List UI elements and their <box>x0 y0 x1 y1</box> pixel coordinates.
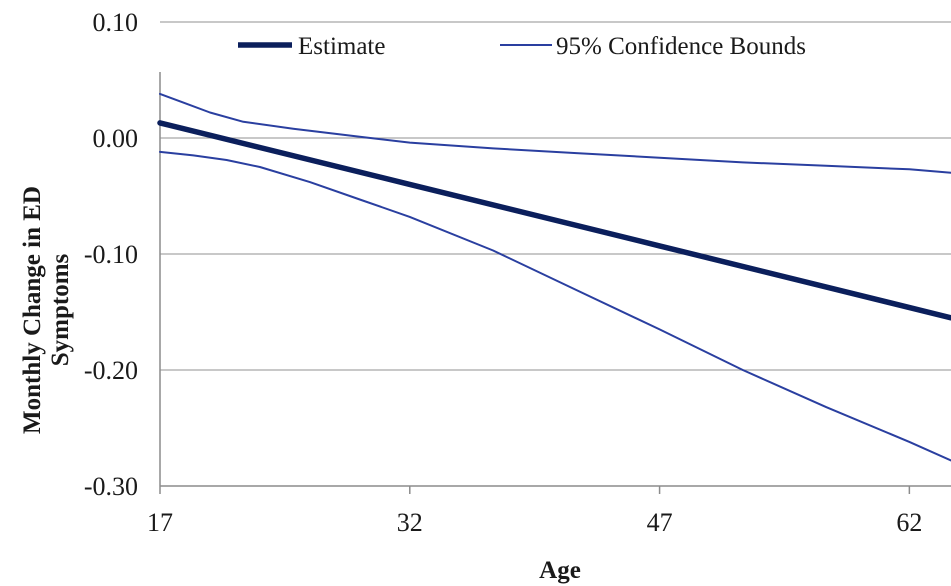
legend-label-estimate: Estimate <box>298 33 385 60</box>
x-tick-label: 47 <box>647 508 673 537</box>
legend-label-confidence-bounds: 95% Confidence Bounds <box>556 33 806 60</box>
y-tick-label: 0.10 <box>93 8 139 37</box>
x-tick-label: 62 <box>896 508 922 537</box>
upper-confidence-line <box>159 92 951 174</box>
y-axis-title-line-2: Symptoms <box>47 253 74 366</box>
lower-confidence-line <box>159 150 951 462</box>
legend: Estimate 95% Confidence Bounds <box>238 33 806 60</box>
estimate-line <box>157 120 951 321</box>
y-tick-label: -0.30 <box>84 472 138 501</box>
y-axis-title-line-1: Monthly Change in ED <box>19 186 46 434</box>
y-axis-title: Monthly Change in ED Symptoms <box>19 186 74 434</box>
series-layer <box>157 92 951 462</box>
y-tick-label: -0.20 <box>84 356 138 385</box>
x-axis-title: Age <box>539 557 581 584</box>
gridlines <box>160 21 951 371</box>
axes <box>159 72 951 494</box>
y-tick-label: 0.00 <box>93 124 139 153</box>
y-tick-labels: 0.10 0.00 -0.10 -0.20 -0.30 <box>84 8 138 501</box>
x-tick-labels: 17 32 47 62 <box>147 508 922 537</box>
y-tick-label: -0.10 <box>84 240 138 269</box>
x-tick-label: 32 <box>397 508 423 537</box>
x-tick-label: 17 <box>147 508 173 537</box>
